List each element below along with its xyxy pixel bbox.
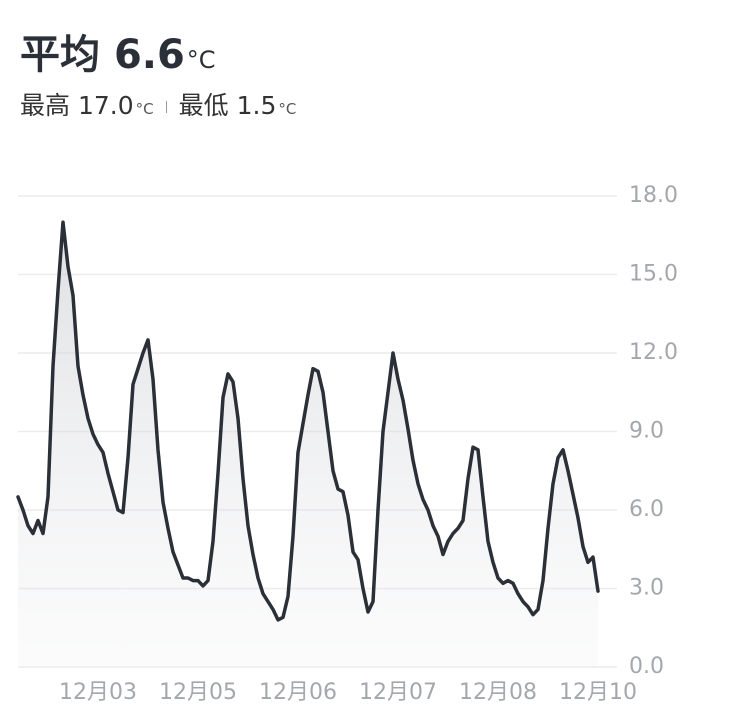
x-tick-label: 12月10 (559, 680, 637, 705)
line (16, 220, 600, 622)
min-label: 最低 (178, 91, 229, 120)
x-tick-label: 12月05 (159, 680, 237, 705)
unit: °C (278, 100, 297, 118)
x-tick-label: 12月07 (359, 680, 437, 705)
y-tick-label: 15.0 (629, 262, 678, 287)
y-tick-label: 9.0 (629, 419, 664, 444)
max-label: 最高 (20, 91, 71, 120)
max-value: 17.0 (77, 91, 134, 120)
avg-value: 6.6 (113, 32, 185, 78)
separator (165, 101, 167, 113)
unit: °C (186, 46, 216, 74)
y-tick-label: 0.0 (629, 654, 664, 679)
y-tick-label: 12.0 (629, 340, 678, 365)
average-header: 平均 6.6°C (20, 22, 216, 80)
x-tick-label: 12月08 (459, 680, 537, 705)
y-tick-label: 6.0 (629, 497, 664, 522)
avg-label: 平均 (20, 32, 100, 78)
range-header: 最高 17.0 °C 最低 1.5 °C (20, 86, 296, 122)
area (18, 222, 598, 667)
unit: °C (135, 100, 154, 118)
x-tick-label: 12月03 (59, 680, 137, 705)
y-tick-label: 18.0 (629, 183, 678, 208)
min-value: 1.5 (236, 91, 277, 120)
x-tick-label: 12月06 (259, 680, 337, 705)
y-tick-label: 3.0 (629, 576, 664, 601)
